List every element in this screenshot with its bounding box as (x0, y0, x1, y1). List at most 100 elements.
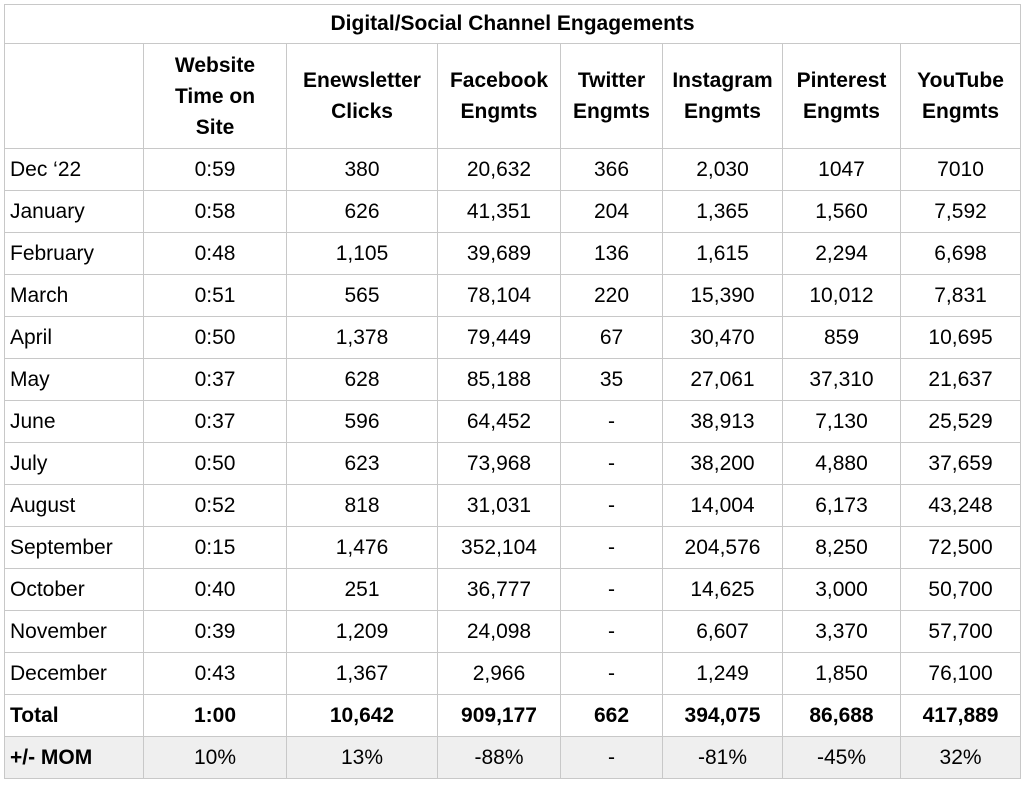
table-cell: - (560, 442, 663, 485)
table-cell: 10,695 (899, 316, 1022, 359)
total-row: Total 1:00 10,642 909,177 662 394,075 86,688 41… (4, 694, 1022, 737)
table-row: December 0:43 1,367 2,966-1,249 1,850 76,100 (4, 652, 1022, 695)
table-cell: 41,351 (437, 190, 561, 233)
table-cell: 626 (286, 190, 438, 233)
table-cell: 1:00 (143, 694, 287, 737)
row-label: +/- MOM (4, 736, 144, 779)
column-header-line: Engmts (802, 100, 880, 123)
table-cell: 38,913 (662, 400, 783, 443)
table-cell: 39,689 (437, 232, 561, 275)
table-cell: 0:50 (143, 442, 287, 485)
table-cell: 7,831 (899, 274, 1022, 317)
column-header-line: Enewsletter (303, 69, 421, 92)
mom-row: +/- MOM 10% 13% -88% - -81% -45% 32% (4, 736, 1022, 779)
table-cell: 64,452 (437, 400, 561, 443)
column-header: Twitter Engmts (560, 43, 663, 149)
table-cell: 220 (560, 274, 663, 317)
engagements-table: Digital/Social Channel Engagements Websi… (3, 4, 1022, 779)
table-cell: 7010 (899, 148, 1022, 191)
table-cell: 1,560 (782, 190, 901, 233)
table-cell: 628 (286, 358, 438, 401)
table-cell: 37,659 (899, 442, 1022, 485)
table-row: Dec ‘22 0:59 380 20,632 366 2,030 1047 7010 (4, 148, 1022, 191)
table-cell: 37,310 (782, 358, 901, 401)
table-cell: 662 (560, 694, 663, 737)
table-cell: 1,378 (286, 316, 438, 359)
table-cell: 86,688 (782, 694, 901, 737)
table-cell: 380 (286, 148, 438, 191)
table-cell: 73,968 (437, 442, 561, 485)
row-label: January (4, 190, 144, 233)
table-cell: 7,130 (782, 400, 901, 443)
table-row: November 0:39 1,209 24,098-6,607 3,370 57,700 (4, 610, 1022, 653)
table-cell: 7,592 (899, 190, 1022, 233)
row-label: August (4, 484, 144, 527)
row-label: July (4, 442, 144, 485)
column-header-line: Pinterest (796, 69, 887, 92)
table-cell: 859 (782, 316, 901, 359)
table-row: July 0:50 623 73,968-38,200 4,880 37,659 (4, 442, 1022, 485)
table-cell: 1,209 (286, 610, 438, 653)
table-cell: 3,370 (782, 610, 901, 653)
column-header: Pinterest Engmts (782, 43, 901, 149)
table-cell: 596 (286, 400, 438, 443)
table-cell: 1,476 (286, 526, 438, 569)
table-cell: 57,700 (899, 610, 1022, 653)
table-cell: 85,188 (437, 358, 561, 401)
table-cell: -45% (782, 736, 901, 779)
table-cell: - (560, 736, 663, 779)
header-row: Website Time on Site Enewsletter Clicks Faceb… (4, 43, 1022, 149)
row-label: November (4, 610, 144, 653)
table-cell: 909,177 (437, 694, 561, 737)
table-row: February 0:48 1,105 39,689 136 1,615 2,294 6,69… (4, 232, 1022, 275)
table-cell: 31,031 (437, 484, 561, 527)
table-cell: 14,004 (662, 484, 783, 527)
column-header-line: Instagram (672, 69, 773, 92)
table-cell: 0:15 (143, 526, 287, 569)
column-header-line: Time on (174, 84, 256, 108)
column-header: Enewsletter Clicks (286, 43, 438, 149)
table-cell: 818 (286, 484, 438, 527)
table-cell: 565 (286, 274, 438, 317)
row-label: June (4, 400, 144, 443)
table-cell: 2,294 (782, 232, 901, 275)
table-cell: 10,642 (286, 694, 438, 737)
table-cell: 0:59 (143, 148, 287, 191)
table-cell: - (560, 484, 663, 527)
table-cell: 1,615 (662, 232, 783, 275)
table-cell: 21,637 (899, 358, 1022, 401)
table-cell: 0:58 (143, 190, 287, 233)
table-cell: 0:39 (143, 610, 287, 653)
table-cell: 3,000 (782, 568, 901, 611)
column-header-line: Website (174, 53, 256, 77)
table-cell: 72,500 (899, 526, 1022, 569)
table-cell: 43,248 (899, 484, 1022, 527)
engagements-table-container: Digital/Social Channel Engagements Websi… (3, 4, 1022, 779)
column-header-line: Facebook (449, 69, 549, 92)
table-row: June 0:37 596 64,452-38,913 7,130 25,529 (4, 400, 1022, 443)
table-cell: 1,249 (662, 652, 783, 695)
table-cell: 0:43 (143, 652, 287, 695)
header-empty-cell (4, 43, 144, 149)
table-cell: 10,012 (782, 274, 901, 317)
table-cell: 1047 (782, 148, 901, 191)
table-cell: 1,850 (782, 652, 901, 695)
table-cell: 6,607 (662, 610, 783, 653)
table-cell: 251 (286, 568, 438, 611)
table-body: Dec ‘22 0:59 380 20,632 366 2,030 1047 7010 Janu… (4, 148, 1022, 779)
table-row: September 0:15 1,476 352,104-204,576 8,250 72… (4, 526, 1022, 569)
column-header-line: Engmts (683, 100, 761, 123)
table-cell: 352,104 (437, 526, 561, 569)
table-cell: 27,061 (662, 358, 783, 401)
table-cell: 38,200 (662, 442, 783, 485)
table-title: Digital/Social Channel Engagements (3, 4, 1022, 44)
table-cell: 0:37 (143, 400, 287, 443)
table-cell: 0:48 (143, 232, 287, 275)
table-cell: 0:52 (143, 484, 287, 527)
row-label: February (4, 232, 144, 275)
column-header-line: Engmts (572, 100, 650, 123)
table-row: May 0:37 628 85,188 35 27,061 37,310 21,637 (4, 358, 1022, 401)
table-cell: - (560, 400, 663, 443)
table-cell: 623 (286, 442, 438, 485)
table-cell: 78,104 (437, 274, 561, 317)
